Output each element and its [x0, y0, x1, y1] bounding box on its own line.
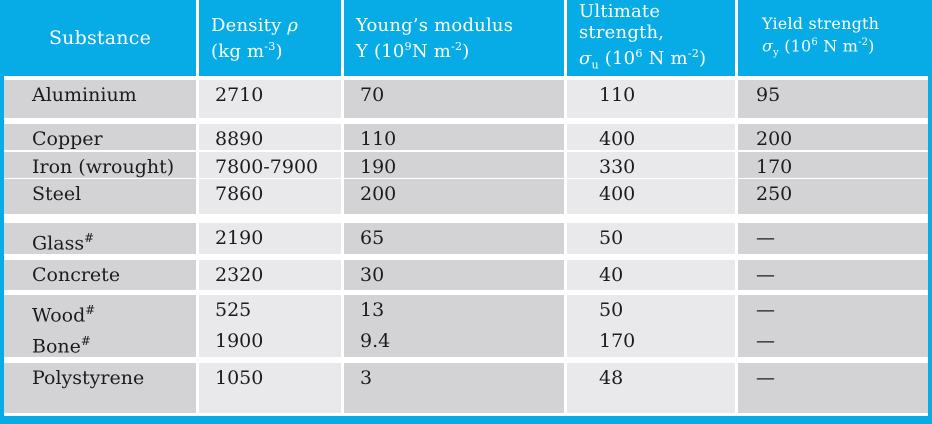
table-row-bone: Bone# 1900 9.4 170 — [4, 326, 928, 358]
cell-density: 1900 [199, 326, 341, 358]
cell-ultimate-strength: 48 [567, 363, 735, 413]
header-yield-strength: Yield strength σy (106 N m-2) [738, 0, 928, 76]
cell-density: 8890 [199, 124, 341, 150]
cell-density: 525 [199, 295, 341, 327]
header-substance: Substance [4, 0, 196, 76]
cell-ultimate-strength: 110 [567, 80, 735, 118]
cell-youngs-modulus: 70 [344, 80, 564, 118]
cell-youngs-modulus: 110 [344, 124, 564, 150]
cell-density: 2710 [199, 80, 341, 118]
header-density: Density ρ (kg m-3) [199, 0, 341, 76]
cell-ultimate-strength: 330 [567, 152, 735, 178]
cell-density: 1050 [199, 363, 341, 413]
header-ultimate-strength-label: Ultimate strength, σu (106 N m-2) [579, 0, 707, 72]
table-row-wood: Wood# 525 13 50 — [4, 295, 928, 327]
cell-density: 2190 [199, 223, 341, 255]
header-ultimate-strength: Ultimate strength, σu (106 N m-2) [567, 0, 735, 76]
cell-ultimate-strength: 50 [567, 223, 735, 255]
cell-youngs-modulus: 3 [344, 363, 564, 413]
header-youngs-modulus-label: Young’s modulus Y (109N m-2) [356, 14, 514, 62]
cell-substance: Aluminium [4, 80, 196, 118]
cell-substance: Steel [4, 179, 196, 214]
cell-ultimate-strength: 170 [567, 326, 735, 358]
table-row-polystyrene: Polystyrene 1050 3 48 — [4, 363, 928, 413]
cell-ultimate-strength: 400 [567, 179, 735, 214]
cell-yield-strength: — [738, 295, 928, 327]
cell-substance: Iron (wrought) [4, 152, 196, 178]
cell-ultimate-strength: 50 [567, 295, 735, 327]
cell-substance: Copper [4, 124, 196, 150]
cell-substance: Concrete [4, 260, 196, 290]
cell-density: 7800-7900 [199, 152, 341, 178]
table-row-concrete: Concrete 2320 30 40 — [4, 260, 928, 290]
cell-ultimate-strength: 40 [567, 260, 735, 290]
header-substance-label: Substance [48, 26, 152, 49]
header-density-label: Density ρ (kg m-3) [211, 14, 299, 62]
header-yield-strength-label: Yield strength σy (106 N m-2) [762, 13, 880, 59]
cell-density: 7860 [199, 179, 341, 214]
cell-youngs-modulus: 65 [344, 223, 564, 255]
cell-ultimate-strength: 400 [567, 124, 735, 150]
header-youngs-modulus: Young’s modulus Y (109N m-2) [344, 0, 564, 76]
cell-yield-strength: — [738, 363, 928, 413]
cell-yield-strength: — [738, 326, 928, 358]
table-body: Aluminium 2710 70 110 95 Copper 8890 110… [4, 80, 928, 413]
cell-substance: Polystyrene [4, 363, 196, 413]
cell-youngs-modulus: 9.4 [344, 326, 564, 358]
cell-substance: Bone# [4, 326, 196, 358]
cell-substance: Glass# [4, 223, 196, 255]
cell-youngs-modulus: 200 [344, 179, 564, 214]
cell-youngs-modulus: 190 [344, 152, 564, 178]
cell-youngs-modulus: 30 [344, 260, 564, 290]
cell-yield-strength: — [738, 223, 928, 255]
cell-yield-strength: — [738, 260, 928, 290]
cell-yield-strength: 95 [738, 80, 928, 118]
cell-yield-strength: 200 [738, 124, 928, 150]
cell-yield-strength: 250 [738, 179, 928, 214]
table-row-iron-wrought: Iron (wrought) 7800-7900 190 330 170 [4, 152, 928, 178]
cell-substance: Wood# [4, 295, 196, 327]
cell-youngs-modulus: 13 [344, 295, 564, 327]
table-row-glass: Glass# 2190 65 50 — [4, 223, 928, 255]
cell-yield-strength: 170 [738, 152, 928, 178]
table-row-aluminium: Aluminium 2710 70 110 95 [4, 80, 928, 118]
cell-density: 2320 [199, 260, 341, 290]
table-header: Substance Density ρ (kg m-3) Young’s modu… [4, 0, 928, 76]
table-row-copper: Copper 8890 110 400 200 [4, 124, 928, 150]
table-row-steel: Steel 7860 200 400 250 [4, 179, 928, 214]
